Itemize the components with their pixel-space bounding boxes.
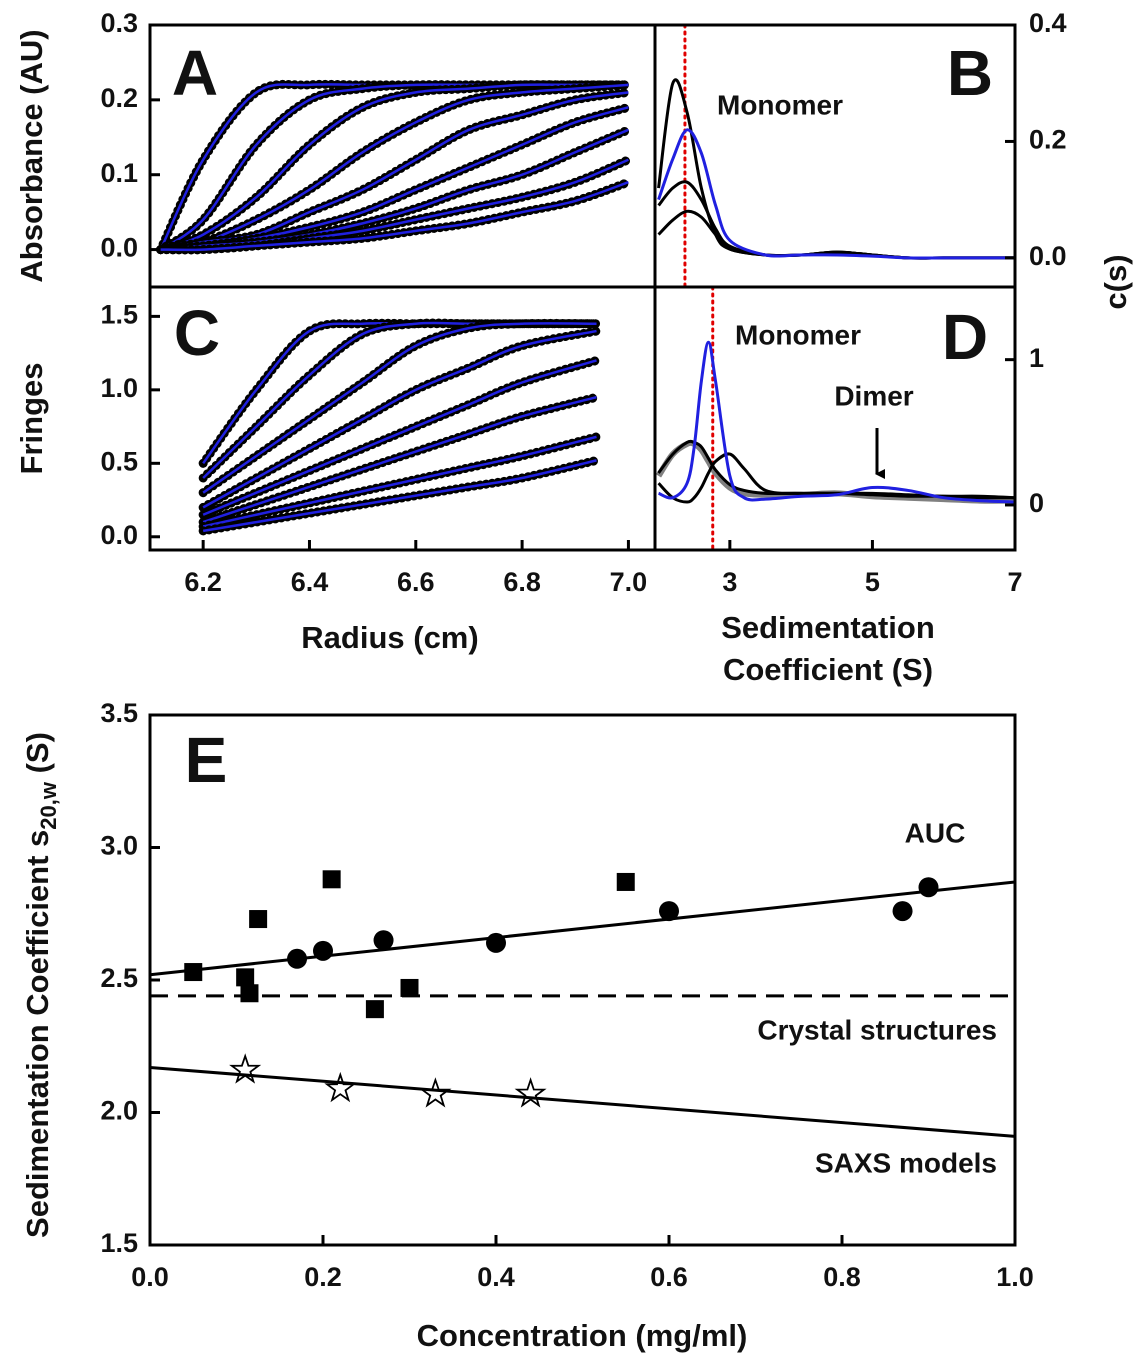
y-axis-label-text: Sedimentation Coefficient s <box>20 830 55 1238</box>
y-tick-label: 1.5 <box>100 1228 138 1258</box>
y-tick-label: 0.5 <box>100 446 138 476</box>
star-point <box>324 1071 357 1103</box>
square-point <box>616 872 635 891</box>
fit-curve <box>160 83 629 251</box>
plot-area <box>657 25 1015 287</box>
fit-curve <box>202 322 597 494</box>
panel-letter: A <box>172 37 218 109</box>
x-tick-label: 7 <box>1007 567 1022 597</box>
frame <box>653 285 1017 552</box>
cs-curve <box>657 209 1015 260</box>
fit-line <box>150 880 1015 977</box>
fit-curve <box>160 181 629 252</box>
panel-letter: D <box>942 301 988 373</box>
y-tick-label: 3.0 <box>100 831 138 861</box>
x-tick-label: 7.0 <box>610 567 648 597</box>
cs-curve <box>657 128 1015 260</box>
frame <box>148 713 1017 1247</box>
fit-line <box>150 1065 1015 1138</box>
square-point <box>240 984 259 1003</box>
x-tick-label: 6.6 <box>397 567 435 597</box>
y-tick-label: 0.2 <box>1029 125 1067 155</box>
star-point <box>229 1053 262 1084</box>
y-axis-label-subscript: 20,w <box>36 781 61 830</box>
square-point <box>400 978 419 997</box>
cs-curve <box>657 340 1015 504</box>
plot-area <box>150 870 1015 1138</box>
fit-curve <box>202 329 597 509</box>
square-point <box>236 968 255 987</box>
cs-curve <box>657 452 1015 504</box>
annotation: Monomer <box>735 319 861 350</box>
x-axis-label: Sedimentation <box>721 610 935 645</box>
y-tick-label: 0.4 <box>1029 8 1067 38</box>
annotation: Dimer <box>834 380 913 411</box>
square-point <box>322 870 341 889</box>
x-tick-label: 6.4 <box>291 567 329 597</box>
annotation: Monomer <box>717 89 843 120</box>
x-tick-label: 6.2 <box>184 567 222 597</box>
panel-letter: E <box>185 724 228 796</box>
y-tick-label: 3.5 <box>100 698 138 728</box>
fit-curve <box>202 459 597 533</box>
y-axis-label: Fringes <box>14 363 49 475</box>
square-point <box>184 963 203 982</box>
y-tick-label: 0.3 <box>100 8 138 38</box>
plot-area <box>198 318 602 536</box>
y-axis-label: c(s) <box>1098 254 1133 309</box>
panel-letter: B <box>947 37 993 109</box>
y-tick-label: 0.0 <box>100 233 138 263</box>
plot-area <box>656 287 1015 550</box>
star-point <box>419 1077 452 1108</box>
x-axis-label: Concentration (mg/ml) <box>417 1318 748 1353</box>
x-tick-label: 0.6 <box>650 1262 688 1292</box>
x-tick-label: 6.8 <box>503 567 541 597</box>
x-tick-label: 3 <box>722 567 737 597</box>
y-axis-label: Sedimentation Coefficient s20,w (S) <box>20 732 61 1238</box>
y-axis-label: Absorbance (AU) <box>14 29 49 282</box>
panel-letter: C <box>174 297 220 369</box>
x-tick-label: 1.0 <box>996 1262 1034 1292</box>
y-axis-label-suffix: (S) <box>20 732 55 782</box>
x-tick-label: 0.0 <box>131 1262 169 1292</box>
circle-point <box>659 901 679 922</box>
plot-area <box>156 79 633 255</box>
x-tick-label: 0.4 <box>477 1262 515 1292</box>
y-tick-label: 0.2 <box>100 83 138 113</box>
fit-curve <box>160 83 629 251</box>
y-tick-label: 2.0 <box>100 1096 138 1126</box>
y-tick-label: 0.0 <box>1029 241 1067 271</box>
x-tick-label: 0.2 <box>304 1262 342 1292</box>
x-axis-label: Coefficient (S) <box>723 652 933 687</box>
fit-curve <box>202 435 597 528</box>
circle-point <box>373 930 394 951</box>
y-tick-label: 2.5 <box>100 963 138 993</box>
y-tick-label: 0.0 <box>100 520 138 550</box>
y-tick-label: 1.0 <box>100 373 138 403</box>
x-tick-label: 5 <box>865 567 880 597</box>
fit-curve <box>202 395 597 524</box>
y-tick-label: 0 <box>1029 488 1044 518</box>
square-point <box>249 910 268 929</box>
star-point <box>514 1077 547 1108</box>
y-tick-label: 1.5 <box>100 300 138 330</box>
circle-point <box>918 877 939 898</box>
square-point <box>365 1000 384 1019</box>
annotation: AUC <box>905 817 966 848</box>
x-tick-label: 0.8 <box>823 1262 861 1292</box>
annotation: Crystal structures <box>757 1014 997 1045</box>
circle-point <box>892 901 913 922</box>
y-tick-label: 1 <box>1029 343 1044 373</box>
x-axis-label: Radius (cm) <box>301 620 478 655</box>
y-tick-label: 0.1 <box>100 158 138 188</box>
fit-curve <box>202 359 597 516</box>
annotation: SAXS models <box>815 1147 997 1178</box>
